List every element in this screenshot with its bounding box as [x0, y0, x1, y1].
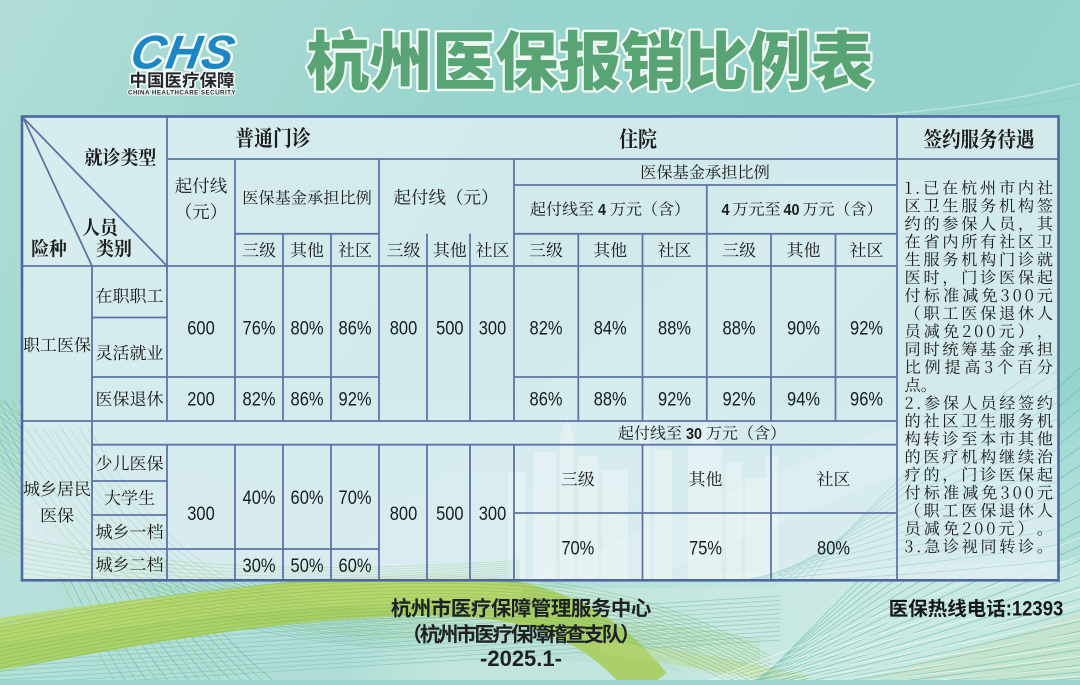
svg-text:800: 800: [390, 502, 417, 524]
svg-text:60%: 60%: [339, 554, 372, 576]
svg-text:600: 600: [187, 317, 214, 339]
svg-text:50%: 50%: [291, 554, 324, 576]
svg-text:500: 500: [436, 317, 463, 339]
svg-text:86%: 86%: [339, 317, 372, 339]
svg-text:92%: 92%: [339, 388, 372, 410]
svg-text:88%: 88%: [723, 317, 756, 339]
svg-text:300: 300: [479, 317, 506, 339]
svg-text:92%: 92%: [850, 317, 883, 339]
svg-text:90%: 90%: [787, 317, 820, 339]
svg-text:70%: 70%: [339, 487, 372, 509]
svg-text:200: 200: [187, 388, 214, 410]
svg-text:96%: 96%: [850, 388, 883, 410]
svg-text:88%: 88%: [594, 388, 627, 410]
svg-text:76%: 76%: [243, 317, 276, 339]
svg-text:4: 4: [721, 201, 730, 219]
svg-text:94%: 94%: [787, 388, 820, 410]
svg-text:30: 30: [686, 425, 702, 443]
svg-text:800: 800: [390, 317, 417, 339]
svg-text:80%: 80%: [817, 537, 850, 559]
svg-text:82%: 82%: [243, 388, 276, 410]
svg-text:70%: 70%: [561, 537, 594, 559]
svg-text::12393: :12393: [1006, 597, 1064, 620]
svg-text:86%: 86%: [291, 388, 324, 410]
svg-text:92%: 92%: [658, 388, 691, 410]
svg-text:92%: 92%: [723, 388, 756, 410]
svg-text:CHINA HEALTHCARE SECURITY: CHINA HEALTHCARE SECURITY: [128, 90, 236, 97]
svg-text:84%: 84%: [594, 317, 627, 339]
svg-text:86%: 86%: [530, 388, 563, 410]
svg-text:40: 40: [783, 201, 799, 219]
svg-text:500: 500: [436, 502, 463, 524]
svg-text:88%: 88%: [658, 317, 691, 339]
svg-text:30%: 30%: [243, 554, 276, 576]
svg-text:300: 300: [479, 502, 506, 524]
svg-text:300: 300: [187, 502, 214, 524]
svg-text:75%: 75%: [689, 537, 722, 559]
svg-text:-2025.1-: -2025.1-: [480, 646, 562, 671]
svg-text:82%: 82%: [530, 317, 563, 339]
svg-text:40%: 40%: [243, 487, 276, 509]
svg-text:4: 4: [598, 201, 607, 219]
svg-text:80%: 80%: [291, 317, 324, 339]
svg-text:60%: 60%: [291, 487, 324, 509]
